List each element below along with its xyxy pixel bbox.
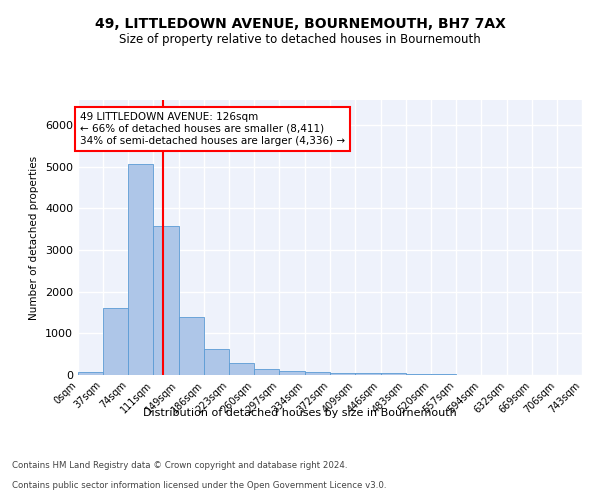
Bar (331, 372, 355, 375)
Text: 49, LITTLEDOWN AVENUE, BOURNEMOUTH, BH7 7AX: 49, LITTLEDOWN AVENUE, BOURNEMOUTH, BH7 … (95, 18, 505, 32)
Bar (78, 372, 103, 375)
Bar (355, 373, 380, 375)
Bar (431, 374, 456, 375)
Bar (153, 226, 179, 375)
Text: Contains HM Land Registry data © Crown copyright and database right 2024.: Contains HM Land Registry data © Crown c… (12, 461, 347, 470)
Bar (204, 349, 229, 375)
Text: Distribution of detached houses by size in Bournemouth: Distribution of detached houses by size … (143, 408, 457, 418)
Text: 49 LITTLEDOWN AVENUE: 126sqm
← 66% of detached houses are smaller (8,411)
34% of: 49 LITTLEDOWN AVENUE: 126sqm ← 66% of de… (80, 112, 345, 146)
Y-axis label: Number of detached properties: Number of detached properties (29, 156, 40, 320)
Bar (380, 374, 406, 375)
Bar (179, 316, 204, 375)
Bar (229, 363, 254, 375)
Bar (128, 164, 153, 375)
Bar (254, 369, 280, 375)
Text: Size of property relative to detached houses in Bournemouth: Size of property relative to detached ho… (119, 32, 481, 46)
Bar (280, 370, 305, 375)
Bar (305, 372, 331, 375)
Bar (103, 308, 128, 375)
Text: Contains public sector information licensed under the Open Government Licence v3: Contains public sector information licen… (12, 481, 386, 490)
Bar (406, 374, 431, 375)
